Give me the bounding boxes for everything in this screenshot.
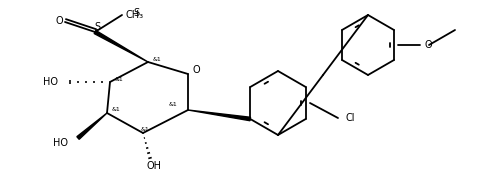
Polygon shape bbox=[94, 31, 148, 62]
Polygon shape bbox=[77, 113, 107, 139]
Text: HO: HO bbox=[53, 138, 68, 148]
Text: O: O bbox=[55, 16, 63, 26]
Text: S: S bbox=[132, 8, 139, 18]
Text: Cl: Cl bbox=[345, 113, 355, 123]
Text: O: O bbox=[192, 65, 199, 75]
Text: O: O bbox=[424, 40, 432, 50]
Text: &1: &1 bbox=[112, 107, 120, 112]
Text: &1: &1 bbox=[141, 127, 149, 132]
Text: OH: OH bbox=[146, 161, 161, 171]
Text: CH₃: CH₃ bbox=[125, 10, 143, 20]
Text: HO: HO bbox=[43, 77, 58, 87]
Polygon shape bbox=[188, 110, 250, 121]
Text: &1: &1 bbox=[115, 77, 123, 82]
Text: &1: &1 bbox=[168, 102, 178, 107]
Text: &1: &1 bbox=[153, 57, 161, 62]
Text: S: S bbox=[94, 22, 100, 32]
